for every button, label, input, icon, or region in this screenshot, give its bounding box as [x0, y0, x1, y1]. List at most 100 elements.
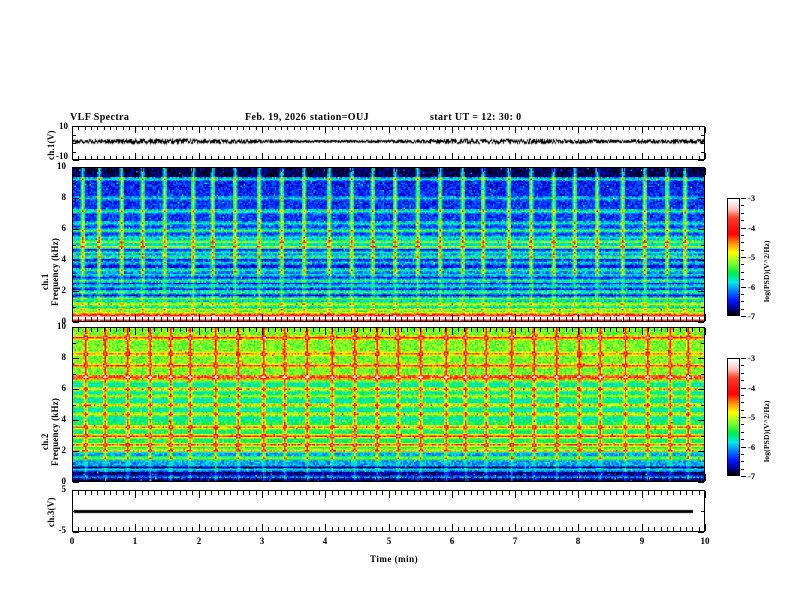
panel1-xtick-top-20 [199, 127, 200, 133]
panel1-xtick-bottom-10 [135, 153, 136, 159]
panel2-xtick-bottom-1 [78, 317, 79, 321]
panel3-xtick-top-65 [483, 328, 484, 332]
panel3-xtick-bottom-27 [243, 477, 244, 481]
panel4-xtick-top-62 [464, 491, 465, 495]
panel2-xtick-bottom-22 [211, 317, 212, 321]
panel4-xtick-bottom-39 [319, 527, 320, 531]
panel3-xtick-top-57 [433, 328, 434, 332]
panel4-xtick-bottom-2 [85, 527, 86, 531]
panel3-xtick-top-18 [186, 328, 187, 332]
panel3-xtick-bottom-13 [154, 477, 155, 481]
panel4-xtick-bottom-10 [135, 524, 136, 531]
panel4-xtick-bottom-9 [129, 527, 130, 531]
panel1-xtick-top-77 [559, 127, 560, 130]
panel2-xtick-bottom-66 [490, 317, 491, 321]
panel3-xtick-bottom-35 [294, 477, 295, 481]
panel4-xtick-top-98 [692, 491, 693, 495]
panel1-xtick-bottom-76 [553, 156, 554, 159]
panel1-xtick-bottom-7 [116, 156, 117, 159]
panel1-xtick-top-26 [237, 127, 238, 130]
panel3-xtick-bottom-1 [78, 477, 79, 481]
panel2-xtick-bottom-18 [186, 317, 187, 321]
panel2-xtick-bottom-23 [218, 317, 219, 321]
panel2-xtick-top-69 [509, 168, 510, 172]
panel2-xtick-top-94 [667, 168, 668, 172]
panel2-ytick-minor-l-1 [73, 276, 76, 277]
panel1-xtick-bottom-82 [591, 156, 592, 159]
panel2-xtick-bottom-0 [72, 314, 73, 321]
panel2-xtick-bottom-79 [572, 317, 573, 321]
panel3-ytick-r-3 [698, 389, 704, 390]
panel2-xtick-bottom-46 [363, 317, 364, 321]
panel2-xtick-top-39 [319, 168, 320, 172]
panel4-xtick-bottom-14 [161, 527, 162, 531]
panel2-xtick-bottom-55 [420, 317, 421, 321]
panel1-xtick-top-65 [483, 127, 484, 130]
panel3-xtick-top-7 [116, 328, 117, 332]
panel3-xtick-bottom-70 [515, 474, 516, 481]
colorbar-ch2 [727, 358, 740, 476]
panel2-xtick-bottom-56 [426, 317, 427, 321]
panel3-xtick-bottom-45 [357, 477, 358, 481]
panel2-xtick-bottom-93 [661, 317, 662, 321]
panel2-xtick-top-12 [148, 168, 149, 172]
panel2-xtick-bottom-81 [585, 317, 586, 321]
panel3-xtick-top-25 [230, 328, 231, 332]
panel1-xtick-bottom-55 [420, 156, 421, 159]
panel1-xtick-top-2 [85, 127, 86, 130]
panel2-ytick-r-1 [698, 291, 704, 292]
panel2-xtick-top-21 [205, 168, 206, 172]
panel3-xtick-bottom-23 [218, 477, 219, 481]
panel1-xtick-bottom-8 [123, 156, 124, 159]
panel3-xtick-top-11 [142, 328, 143, 332]
panel4-xtick-bottom-89 [635, 527, 636, 531]
panel1-xtick-bottom-40 [325, 153, 326, 159]
panel3-xtick-top-38 [313, 328, 314, 332]
panel2-xtick-bottom-29 [256, 317, 257, 321]
panel1-xtick-top-96 [680, 127, 681, 130]
panel4-xtick-bottom-46 [363, 527, 364, 531]
panel2-xtick-bottom-54 [414, 317, 415, 321]
panel3-xtick-bottom-48 [376, 477, 377, 481]
panel2-xtick-top-28 [249, 168, 250, 172]
panel4-xtick-bottom-94 [667, 527, 668, 531]
panel3-xtick-bottom-42 [338, 477, 339, 481]
panel2-xtick-top-89 [635, 168, 636, 172]
panel2-xtick-bottom-89 [635, 317, 636, 321]
panel3-xtick-bottom-32 [275, 477, 276, 481]
panel2-xtick-top-86 [616, 168, 617, 172]
panel3-xtick-bottom-4 [97, 477, 98, 481]
panel1-xtick-bottom-92 [654, 156, 655, 159]
panel2-xtick-top-58 [439, 168, 440, 172]
panel2-xtick-bottom-84 [604, 317, 605, 321]
panel4-xtick-bottom-49 [382, 527, 383, 531]
panel3-xtick-top-29 [256, 328, 257, 332]
panel3-xtick-bottom-89 [635, 477, 636, 481]
panel2-xtick-bottom-97 [686, 317, 687, 321]
panel3-ytick-r-1 [698, 451, 704, 452]
panel4-xtick-top-68 [502, 491, 503, 495]
panel4-xtick-top-6 [110, 491, 111, 495]
panel4-xtick-top-12 [148, 491, 149, 495]
panel1-ytick-10: 10 [59, 121, 68, 131]
panel1-xtick-bottom-15 [167, 156, 168, 159]
panel4-ytick-minor-r-0 [701, 511, 704, 512]
panel3-xtick-bottom-91 [648, 477, 649, 481]
panel3-xtick-top-84 [604, 328, 605, 332]
panel1-xtick-top-50 [389, 127, 390, 133]
panel1-xtick-top-17 [180, 127, 181, 130]
panel1-xtick-top-83 [597, 127, 598, 130]
panel1-xtick-bottom-1 [78, 156, 79, 159]
panel3-xtick-bottom-24 [224, 477, 225, 481]
panel1-xtick-top-94 [667, 127, 668, 130]
panel2-xtick-top-33 [281, 168, 282, 172]
panel2-ytick-l-5 [73, 167, 79, 168]
panel4-xtick-top-50 [389, 491, 390, 498]
panel3-xtick-top-100 [705, 328, 706, 335]
panel4-xtick-bottom-31 [268, 527, 269, 531]
panel3-ytick-minor-l-3 [73, 374, 76, 375]
panel1-xtick-top-32 [275, 127, 276, 130]
panel4-xtick-top-25 [230, 491, 231, 495]
panel1-xtick-top-44 [351, 127, 352, 130]
panel1-xtick-bottom-21 [205, 156, 206, 159]
